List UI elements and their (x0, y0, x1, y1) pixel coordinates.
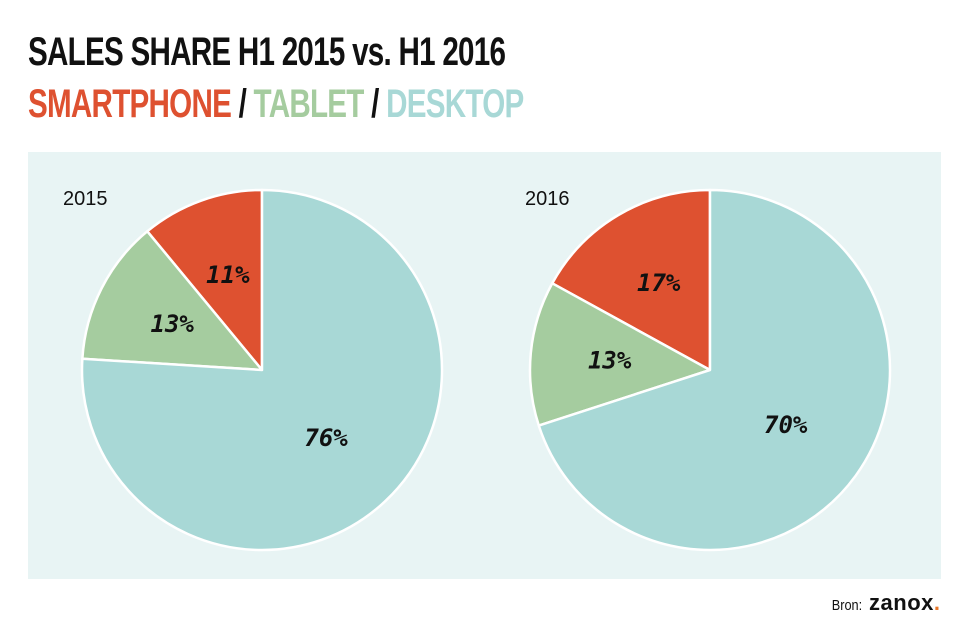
source-label: Bron: (831, 597, 862, 614)
pie-slice-tablet (528, 282, 712, 427)
pie-slice-tablet (81, 230, 264, 372)
slice-label-desktop: 70% (764, 411, 808, 439)
subtitle-segment-1: / (231, 82, 254, 126)
subtitle-segment-2: TABLET (253, 82, 365, 126)
pie-slice-desktop (537, 188, 892, 552)
source-credit: Bron: zanox. (829, 590, 940, 616)
year-label: 2015 (63, 188, 108, 210)
zanox-logo-dot: . (933, 590, 940, 615)
pie-charts: 11% 13% 76% 2015 17% 13% 70% 2016 (63, 188, 892, 552)
year-label: 2016 (525, 188, 570, 210)
zanox-logo: zanox (869, 590, 934, 615)
chart-title: SALES SHARE H1 2015 vs. H1 2016 (28, 30, 506, 74)
pie-chart-2015: 11% 13% 76% 2015 (63, 188, 444, 552)
pie-slice-smartphone (146, 188, 264, 372)
pie-slice-desktop (80, 188, 444, 552)
pie-slice-smartphone (551, 188, 712, 372)
slice-label-desktop: 76% (304, 424, 348, 452)
chart-panel: 11% 13% 76% 2015 17% 13% 70% 2016 (28, 152, 941, 579)
slice-label-tablet: 13% (151, 310, 195, 338)
slice-label-smartphone: 17% (637, 269, 681, 297)
slice-label-smartphone: 11% (206, 261, 250, 289)
subtitle-segment-0: SMARTPHONE (28, 82, 232, 126)
pie-chart-2016: 17% 13% 70% 2016 (525, 188, 892, 552)
subtitle-segment-3: / (363, 82, 387, 126)
subtitle-segment-4: DESKTOP (386, 82, 524, 126)
chart-subtitle: SMARTPHONE / TABLET / DESKTOP (28, 82, 524, 127)
slice-label-tablet: 13% (588, 347, 632, 375)
